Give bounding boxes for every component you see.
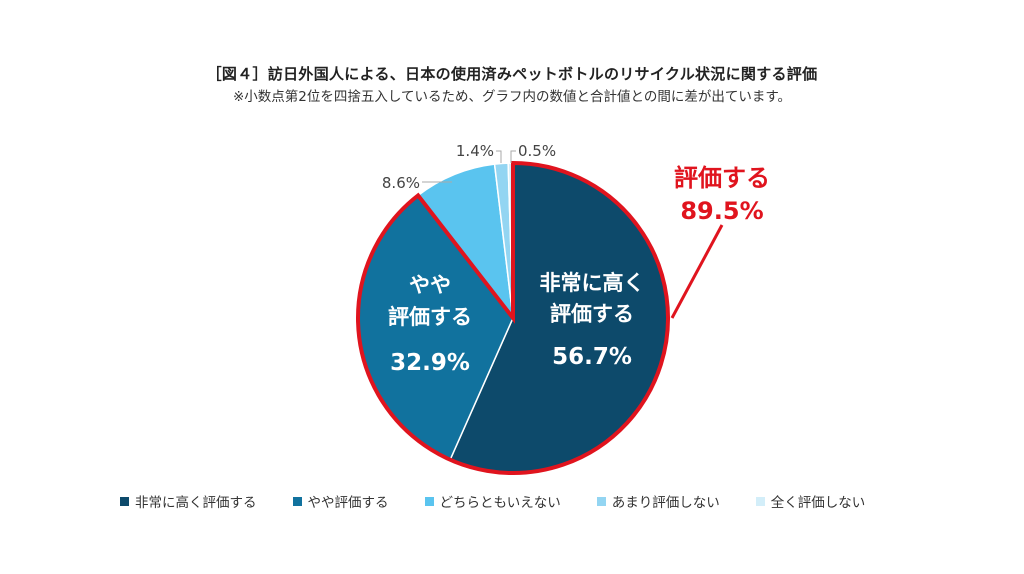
chart-subtitle: ※小数点第2位を四捨五入しているため、グラフ内の数値と合計値との間に差が出ていま… — [232, 89, 791, 105]
callout-label: 評価する — [674, 164, 770, 192]
slice-label-very-high-line1: 非常に高く — [540, 271, 645, 295]
legend-swatch — [292, 496, 302, 506]
callout-leader-line — [670, 224, 724, 319]
legend-label: 全く評価しない — [770, 495, 866, 511]
leader-line-0-5 — [510, 150, 516, 163]
slice-value-somewhat: 32.9% — [390, 350, 470, 376]
legend-item-somewhat: やや評価する — [292, 491, 389, 511]
slice-value-not-much: 1.4% — [456, 142, 494, 160]
callout-value: 89.5% — [680, 197, 763, 225]
slice-label-somewhat-line1: やや — [409, 273, 451, 297]
slice-value-very-high: 56.7% — [552, 344, 632, 370]
slice-value-neutral: 8.6% — [382, 174, 420, 192]
leader-line-1-4 — [496, 150, 502, 163]
legend-label: 非常に高く評価する — [135, 495, 257, 511]
legend-swatch — [755, 496, 765, 506]
slice-label-somewhat-line2: 評価する — [388, 305, 472, 329]
chart-legend: 非常に高く評価する やや評価する どちらともいえない あまり評価しない 全く評価… — [120, 491, 901, 511]
legend-item-neutral: どちらともいえない — [424, 491, 561, 511]
legend-item-very-high: 非常に高く評価する — [120, 491, 257, 511]
legend-label: どちらともいえない — [439, 495, 561, 511]
chart-title: ［図４］訪日外国人による、日本の使用済みペットボトルのリサイクル状況に関する評価 — [206, 65, 818, 83]
legend-swatch — [120, 496, 129, 506]
legend-swatch — [596, 496, 606, 506]
legend-label: あまり評価しない — [611, 495, 720, 511]
highlight-outline — [356, 160, 670, 475]
legend-item-not-much: あまり評価しない — [596, 491, 720, 511]
legend-item-not-at-all: 全く評価しない — [755, 491, 866, 511]
slice-label-very-high-line2: 評価する — [550, 302, 634, 326]
legend-swatch — [424, 496, 434, 506]
slice-value-not-at-all: 0.5% — [518, 142, 556, 160]
legend-label: やや評価する — [307, 495, 389, 511]
